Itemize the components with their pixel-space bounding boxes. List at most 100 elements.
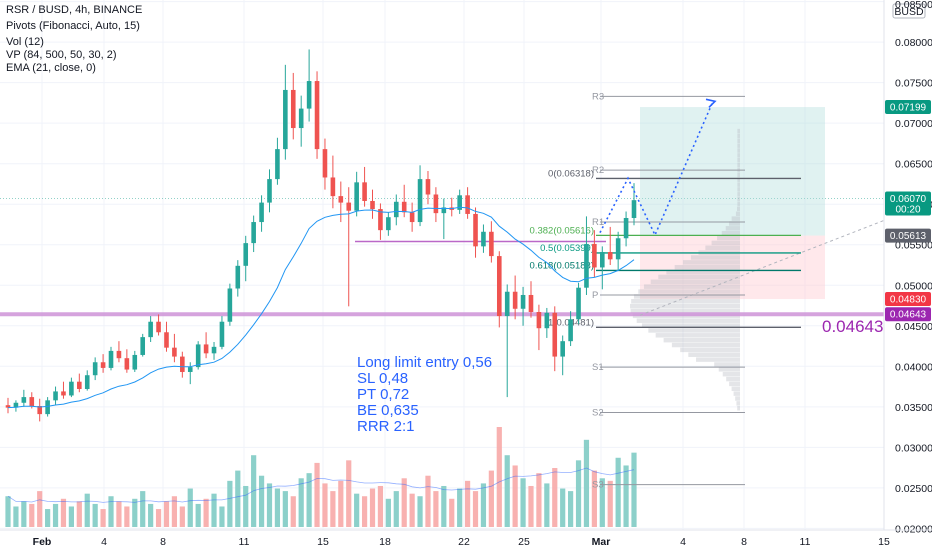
trend-line[interactable] [639,219,885,316]
volume-bar [219,506,225,527]
volume-bar [425,475,431,527]
volume-bar [520,478,526,527]
candle-body [298,108,304,129]
volume-bar [163,501,170,527]
volume-profile-bin [729,381,740,387]
volume-profile-bin [714,362,740,367]
volume-profile-bin [737,128,740,134]
volume-profile-bin [718,367,740,372]
volume-bar [536,473,542,527]
legend-volume-profile[interactable]: VP (84, 500, 50, 30, 2) [6,49,116,61]
ema-21-line [7,206,635,409]
candle-body [362,182,367,201]
candle-body [560,341,565,357]
volume-profile-bin [737,158,740,163]
projection-path[interactable] [599,103,713,237]
candle-body [92,362,98,376]
price-axis[interactable]: BUSD 0.08500 0.08000 0.07500 0.07000 0.0650… [883,0,932,535]
time-tick-label: 8 [741,536,747,548]
volume-bar [401,478,407,527]
candle-body [520,294,526,309]
currency-badge[interactable] [892,3,926,19]
legend-volume[interactable]: Vol (12) [6,36,44,48]
volume-bar [631,452,637,527]
volume-bar [13,506,19,527]
volume-profile-bin [737,138,740,144]
profit-zone[interactable] [640,107,825,236]
volume-bar [623,465,629,527]
candle-body [5,405,11,408]
volume-bar [52,503,59,527]
volume-profile-bin [690,255,740,260]
long-position-tool[interactable] [640,107,825,300]
time-tick-label: 11 [800,536,811,548]
volume-bar [599,478,605,527]
legend-pivots[interactable]: Pivots (Fibonacci, Auto, 15) [6,20,140,32]
time-axis[interactable]: Feb 4 8 11 15 18 22 25 Mar 4 8 11 15 [0,529,932,548]
volume-bar [369,488,376,527]
volume-bar [568,491,574,527]
pivot-label: R3 [592,91,604,102]
volume-bar [76,501,82,527]
trade-note[interactable]: Long limit entry 0,56 SL 0,48 PT 0,72 BE… [357,354,492,435]
volume-bar [615,457,621,527]
note-be: BE 0,635 [357,402,419,419]
candle-body [140,337,146,355]
legend-ema[interactable]: EMA (21, close, 0) [6,62,96,74]
candle-body [512,291,518,309]
volume-bar [393,491,399,527]
legend-symbol[interactable]: RSR / BUSD, 4h, BINANCE [6,4,142,16]
pivot-label: P [592,290,598,301]
volume-bar [140,491,146,527]
candle-body [243,243,249,266]
volume-profile-bin [735,396,740,401]
candle-body [235,265,241,289]
volume-bar [314,462,320,527]
volume-profile-bin [630,303,740,309]
candle-body [600,252,605,268]
volume-bar [377,485,384,527]
candle-body [441,207,447,214]
volume-profile-bin [737,153,740,158]
candle-body [45,400,50,415]
price-tag [885,228,931,243]
volume-bar [187,488,193,527]
loss-zone[interactable] [640,235,825,300]
volume-bar [449,498,455,527]
time-tick-label: 4 [680,536,686,548]
volume-profile-bin [731,216,740,221]
candle-body [84,375,90,389]
price-tick-label: 0.05000 [895,280,932,292]
price-tag-label: 0.06070 [890,194,927,205]
volume-bar [528,485,534,527]
volume-bar [496,427,502,527]
candle-body [290,89,296,129]
volume-bar [457,488,463,527]
volume-bar [92,503,98,527]
price-tick-label: 0.04000 [895,361,932,373]
volume-profile-bin [733,391,740,396]
pivot-levels: R3 R2 R1 P S1 S2 S3 [592,91,745,491]
volume-profile-bin [737,172,740,178]
time-tick-label: Feb [33,536,52,548]
candle-body [267,179,272,203]
horizontal-levels[interactable] [0,219,885,317]
axis-tick-top: 0.08500 [895,0,932,11]
candle-body [13,402,19,408]
candle-body [322,149,328,178]
price-tick-label: 0.03000 [895,442,932,454]
volume-bar [583,439,590,527]
price-tick-label: 0.08000 [895,37,932,49]
price-tick-label: 0.07500 [895,78,932,90]
volume-bar [409,493,415,527]
projected-path[interactable] [599,98,717,237]
volume-bar [60,498,67,527]
volume-profile-bin [737,406,740,411]
volume-profile-bin [688,352,740,357]
volume-profile-bin [737,187,740,192]
candle-body [21,397,27,403]
price-tick-label: 0.06500 [895,159,932,171]
candle-body [607,252,613,260]
